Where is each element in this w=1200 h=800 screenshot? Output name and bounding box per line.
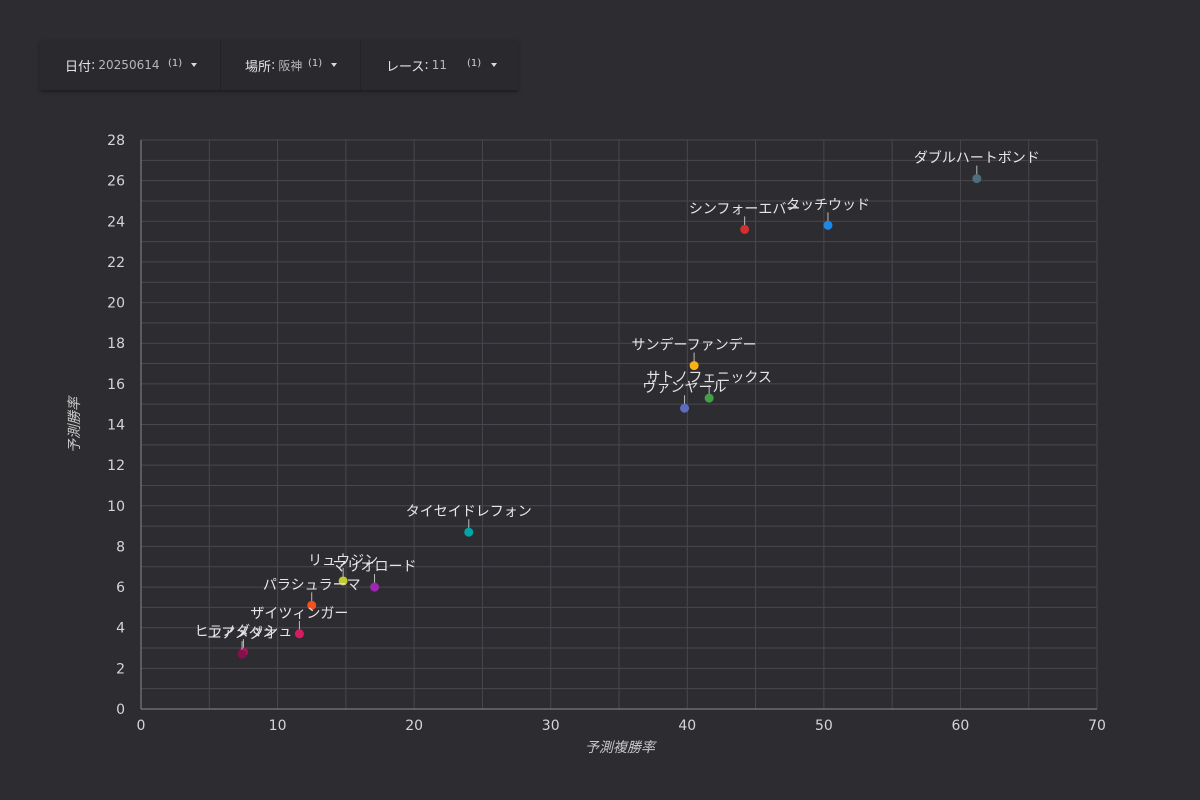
y-axis-title: 予測勝率 bbox=[67, 395, 83, 453]
x-tick-label: 0 bbox=[137, 718, 146, 734]
chart-points: ダブルハートボンドシンフォーエバータッチウッドサンデーファンデーサトノフェニック… bbox=[195, 150, 1040, 659]
y-tick-label: 22 bbox=[107, 255, 125, 271]
point-label: ヴァンヤール bbox=[643, 379, 727, 396]
y-tick-label: 28 bbox=[107, 133, 125, 149]
dropdown-caret-icon[interactable] bbox=[191, 63, 197, 67]
data-point bbox=[972, 174, 982, 184]
point-label: ザイツィンガー bbox=[250, 606, 348, 622]
point-label: パラシュラーマ bbox=[263, 577, 361, 593]
data-point bbox=[464, 527, 474, 537]
point-label: タイセイドレフォン bbox=[406, 504, 532, 520]
x-tick-label: 50 bbox=[815, 718, 833, 734]
point-label: マリオロード bbox=[333, 559, 417, 575]
place-filter-value: 阪神 bbox=[278, 58, 303, 73]
dropdown-caret-icon[interactable] bbox=[331, 63, 337, 67]
place-filter[interactable]: 場所: 阪神 (1) bbox=[220, 40, 360, 90]
y-tick-label: 24 bbox=[107, 214, 125, 230]
x-tick-label: 20 bbox=[405, 718, 423, 734]
x-tick-label: 60 bbox=[952, 718, 970, 734]
x-tick-label: 70 bbox=[1088, 718, 1106, 734]
data-point bbox=[294, 629, 304, 639]
point-label: サンデーファンデー bbox=[632, 337, 757, 354]
y-tick-label: 6 bbox=[116, 580, 125, 596]
race-filter-count: (1) bbox=[467, 58, 482, 69]
y-tick-label: 14 bbox=[107, 418, 125, 434]
y-tick-label: 10 bbox=[107, 499, 125, 515]
data-point bbox=[370, 582, 380, 592]
data-point bbox=[704, 393, 714, 403]
point-label: リュウジン bbox=[308, 553, 378, 569]
data-point bbox=[740, 224, 750, 234]
point-label: シンフォーエバー bbox=[689, 201, 801, 217]
y-tick-label: 0 bbox=[116, 702, 125, 718]
chart-grid bbox=[140, 139, 1098, 710]
race-filter[interactable]: レース: 11 (1) bbox=[360, 40, 518, 90]
data-point bbox=[823, 220, 833, 230]
race-filter-value: 11 bbox=[431, 58, 448, 72]
y-tick-label: 2 bbox=[116, 661, 125, 677]
data-point bbox=[307, 600, 317, 610]
x-axis-title: 予測複勝率 bbox=[585, 740, 657, 756]
date-filter-value: 20250614 bbox=[98, 58, 160, 72]
place-filter-name: 場所 bbox=[245, 59, 272, 75]
y-tick-label: 20 bbox=[107, 296, 125, 312]
y-tick-label: 18 bbox=[107, 336, 125, 352]
point-label: サトノフェニックス bbox=[646, 370, 772, 386]
point-label: ダブルハートボンド bbox=[914, 150, 1040, 167]
data-point bbox=[338, 576, 348, 586]
x-tick-label: 30 bbox=[542, 718, 560, 734]
y-tick-label: 26 bbox=[107, 174, 125, 190]
data-point bbox=[237, 649, 247, 659]
x-tick-label: 10 bbox=[269, 718, 287, 734]
data-point bbox=[680, 403, 690, 413]
date-filter-count: (1) bbox=[168, 58, 183, 69]
date-filter-name: 日付 bbox=[65, 59, 92, 75]
point-label: エアメダオ bbox=[207, 626, 276, 642]
y-tick-label: 8 bbox=[116, 539, 125, 555]
y-tick-label: 16 bbox=[107, 377, 125, 393]
race-filter-name: レース bbox=[386, 59, 425, 75]
x-tick-label: 40 bbox=[678, 718, 696, 734]
filter-bar: 日付: 20250614 (1) 場所: 阪神 (1) レース: 11 (1) bbox=[40, 40, 518, 90]
dropdown-caret-icon[interactable] bbox=[491, 63, 497, 67]
data-point bbox=[689, 361, 699, 371]
point-label: ヒラノダッシュ bbox=[195, 624, 293, 640]
y-tick-label: 4 bbox=[116, 621, 125, 637]
place-filter-count: (1) bbox=[308, 58, 323, 69]
date-filter[interactable]: 日付: 20250614 (1) bbox=[40, 40, 220, 90]
y-tick-label: 12 bbox=[107, 458, 125, 474]
point-label: タッチウッド bbox=[786, 197, 870, 213]
